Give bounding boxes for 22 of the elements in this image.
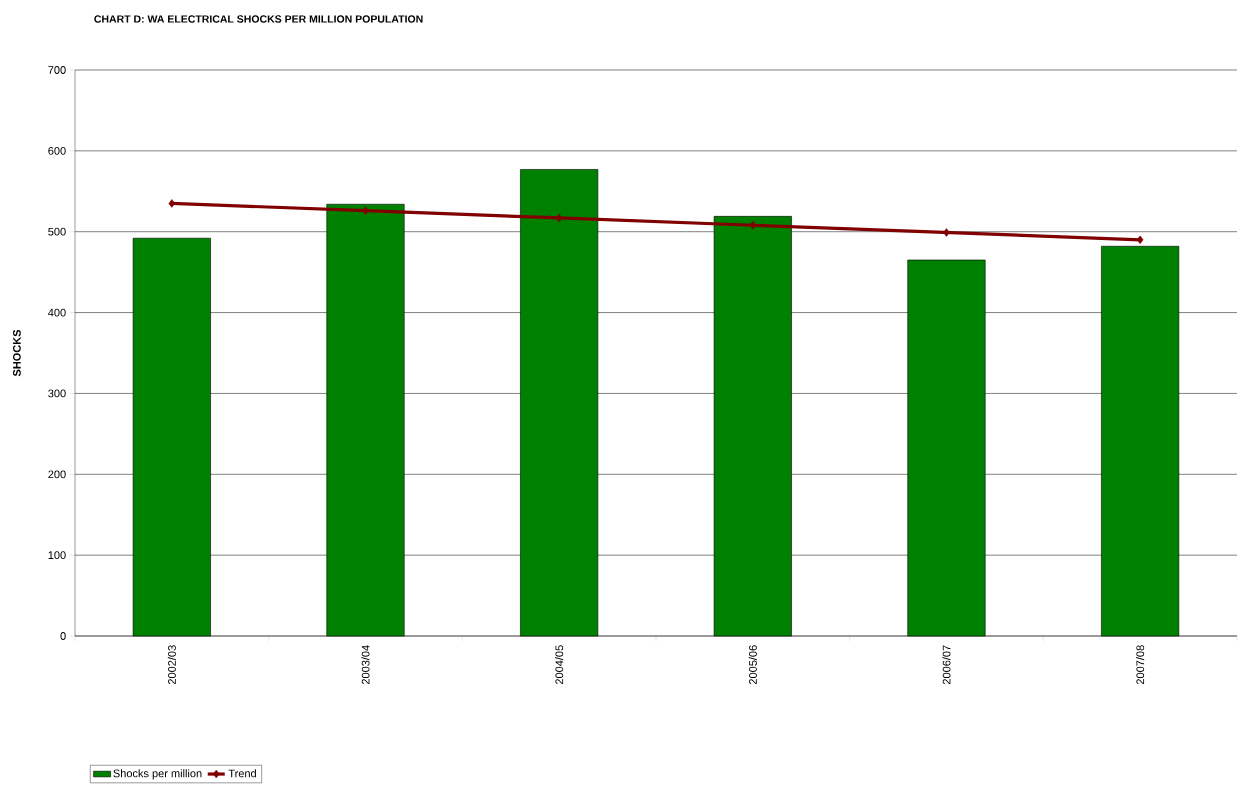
point [1136, 235, 1144, 245]
y-tick-label: 500 [48, 227, 66, 236]
y-axis-title: SHOCKS [13, 329, 21, 377]
chart-title: CHART D: WA ELECTRICAL SHOCKS PER MILLION POPULATION [94, 15, 423, 23]
legend-label: Trend [228, 769, 256, 778]
point [555, 213, 563, 223]
y-tick-label: 0 [60, 632, 66, 640]
point [943, 228, 950, 237]
y-tick-label: 400 [48, 308, 66, 317]
x-tick-label: 2007/08 [1136, 645, 1145, 685]
legend-label: Shocks per million [113, 769, 202, 780]
x-tick-label: 2004/05 [555, 645, 564, 685]
y-tick-label: 300 [48, 389, 66, 398]
y-tick-label: 100 [48, 551, 66, 560]
x-tick-label: 2005/06 [748, 645, 757, 685]
y-tick-label: 700 [48, 66, 66, 74]
x-tick-label: 2003/04 [361, 645, 370, 685]
point [362, 206, 369, 215]
x-tick-label: 2006/07 [942, 645, 951, 685]
y-tick-label: 600 [48, 146, 66, 155]
x-tick-label: 2002/03 [167, 645, 176, 685]
y-tick-label: 200 [48, 470, 66, 479]
